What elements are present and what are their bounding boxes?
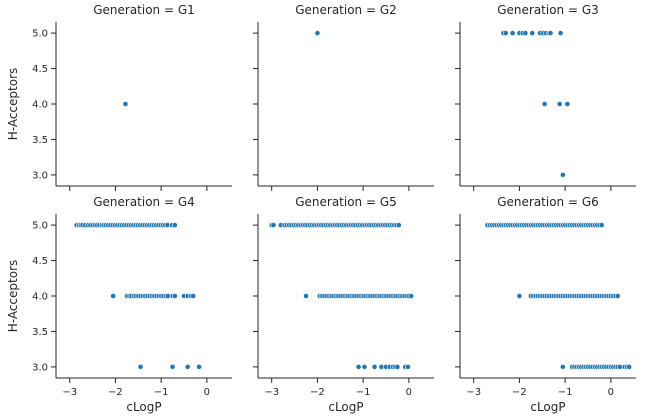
data-point <box>598 222 605 228</box>
y-tick-label: 5.0 <box>32 221 48 232</box>
x-tick-label: 0 <box>204 387 210 398</box>
data-point <box>541 101 548 107</box>
x-tick-label: −1 <box>154 387 169 398</box>
x-axis-label: cLogP <box>328 400 363 414</box>
y-tick-label: 4.5 <box>32 256 48 267</box>
data-point <box>169 364 176 370</box>
panel-4: Generation = G4 3.0 3.5 4.0 4.5 5.0 −3 −2 −1 0 H-A… <box>6 195 232 414</box>
data-point <box>171 222 178 228</box>
data-point <box>184 364 191 370</box>
data-point <box>564 101 571 107</box>
data-point <box>110 293 117 299</box>
data-point <box>314 30 321 36</box>
data-point <box>559 172 566 178</box>
x-tick-label: 0 <box>608 387 614 398</box>
y-tick-label: 3.0 <box>32 170 48 181</box>
data-point <box>190 293 197 299</box>
data-point <box>405 364 411 370</box>
data-point <box>303 293 309 299</box>
panel-title: Generation = G5 <box>295 195 397 209</box>
data-point <box>559 364 566 370</box>
panel-title: Generation = G2 <box>295 3 397 17</box>
data-point <box>361 364 368 370</box>
data-point <box>502 30 509 36</box>
panel-title: Generation = G4 <box>93 195 195 209</box>
data-point <box>614 293 621 299</box>
data-point <box>516 293 523 299</box>
panel-title: Generation = G3 <box>497 3 599 17</box>
x-tick-label: −1 <box>558 387 573 398</box>
y-axis-label: H-Acceptors <box>6 68 20 141</box>
data-point <box>509 30 516 36</box>
y-tick-label: 3.5 <box>32 327 48 338</box>
data-point <box>522 30 529 36</box>
x-tick-label: −3 <box>264 387 279 398</box>
x-tick-label: −2 <box>108 387 123 398</box>
data-point <box>408 293 415 299</box>
data-point <box>371 364 378 370</box>
x-axis-label: cLogP <box>126 400 161 414</box>
y-tick-label: 4.5 <box>32 64 48 75</box>
data-point <box>394 364 401 370</box>
y-axis-label: H-Acceptors <box>6 260 20 333</box>
panel-5: Generation = G5 −3 −2 −1 0 cLogP <box>253 195 434 414</box>
data-point <box>529 30 536 36</box>
y-tick-label: 4.0 <box>32 292 48 303</box>
panel-title: Generation = G1 <box>93 3 195 17</box>
y-tick-label: 3.0 <box>32 362 48 373</box>
data-point <box>557 30 564 36</box>
x-tick-label: −3 <box>62 387 77 398</box>
data-point <box>270 222 277 228</box>
panel-3: Generation = G3 <box>455 3 636 191</box>
data-point <box>355 364 362 370</box>
data-point <box>171 293 178 299</box>
x-axis-label: cLogP <box>530 400 565 414</box>
y-tick-label: 4.0 <box>32 100 48 111</box>
data-point <box>626 364 633 370</box>
panel-1: Generation = G1 3.0 3.5 4.0 4.5 5.0 H-Acceptor… <box>6 3 232 191</box>
data-point <box>137 364 144 370</box>
x-tick-label: −2 <box>512 387 527 398</box>
panel-2: Generation = G2 <box>253 3 434 191</box>
x-tick-label: −1 <box>356 387 371 398</box>
data-point <box>547 30 554 36</box>
panel-title: Generation = G6 <box>497 195 599 209</box>
y-tick-label: 3.5 <box>32 135 48 146</box>
x-tick-label: −3 <box>466 387 481 398</box>
x-tick-label: 0 <box>406 387 412 398</box>
data-point <box>122 101 129 107</box>
y-tick-label: 5.0 <box>32 29 48 40</box>
data-point <box>196 364 202 370</box>
data-point <box>395 222 402 228</box>
data-point <box>556 101 563 107</box>
x-tick-label: −2 <box>310 387 325 398</box>
panel-6: Generation = G6 −3 −2 −1 0 cLogP <box>455 195 636 414</box>
